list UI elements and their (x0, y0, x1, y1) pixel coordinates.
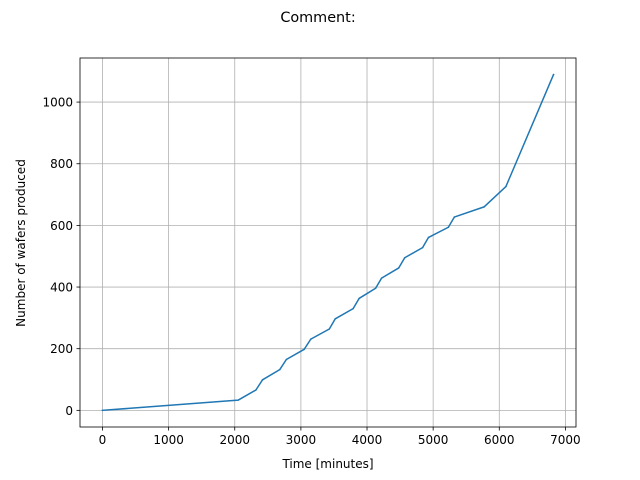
data-point (237, 399, 239, 401)
y-tick-label: 200 (50, 342, 73, 356)
x-tick-label: 0 (99, 433, 107, 447)
x-tick-label: 2000 (219, 433, 250, 447)
y-tick-label: 400 (50, 281, 73, 295)
x-tick-label: 5000 (418, 433, 449, 447)
data-point (334, 318, 337, 320)
data-point (398, 267, 400, 269)
grid (80, 58, 576, 427)
data-point (427, 236, 430, 239)
x-tick-label: 7000 (550, 433, 581, 447)
data-point (380, 277, 383, 279)
y-tick-label: 1000 (42, 96, 73, 110)
data-point (453, 216, 456, 218)
data-point (421, 246, 424, 249)
y-tick-label: 0 (65, 404, 73, 418)
data-point (374, 287, 377, 290)
data-point (101, 409, 104, 412)
x-tick-label: 6000 (484, 433, 515, 447)
data-point (255, 389, 257, 391)
data-point (285, 358, 288, 361)
plot-frame (79, 57, 577, 428)
x-tick-label: 4000 (352, 433, 383, 447)
x-tick-label: 1000 (153, 433, 184, 447)
x-axis-ticks: 0 1000 2000 3000 4000 5000 6000 7000 (99, 427, 581, 447)
x-axis-label: Time [minutes] (281, 457, 373, 471)
data-point (261, 379, 264, 381)
series-group (101, 73, 555, 412)
x-tick-label: 3000 (286, 433, 317, 447)
data-point (352, 307, 354, 310)
y-tick-label: 600 (50, 219, 73, 233)
data-point (310, 338, 312, 340)
data-point (505, 185, 507, 188)
chart-title: Comment: (280, 10, 355, 26)
data-point (403, 257, 406, 259)
data-point (303, 348, 305, 351)
data-point (278, 368, 281, 371)
data-point (447, 226, 450, 228)
y-axis-label: Number of wafers produced (14, 159, 28, 327)
data-point (483, 206, 485, 208)
data-point (552, 73, 555, 76)
y-tick-label: 800 (50, 157, 73, 171)
data-point (328, 328, 331, 330)
y-axis-ticks: 0 200 400 600 800 1000 (42, 96, 80, 418)
data-point (358, 297, 360, 300)
